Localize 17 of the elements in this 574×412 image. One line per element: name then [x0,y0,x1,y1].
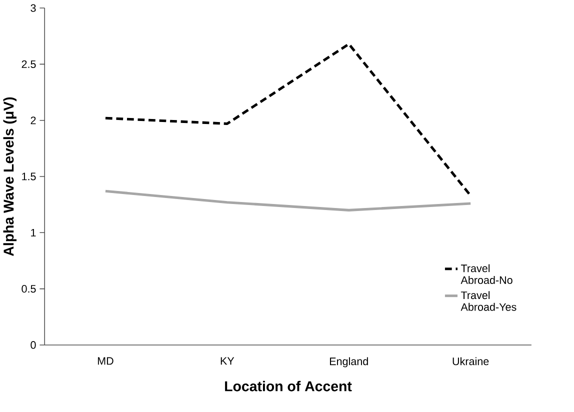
x-tick-label: Ukraine [452,357,489,365]
y-axis-title: Alpha Wave Levels (μV) [3,97,17,256]
y-tick-label: 1.5 [22,172,36,180]
y-tick-label: 0 [30,340,36,349]
x-tick-label: England [330,357,368,368]
x-axis-title: Location of Accent [225,380,352,392]
x-tick-label: MD [98,357,114,364]
legend-label: Travel Abroad-Yes [460,290,516,311]
y-tick-label: 2 [30,116,36,124]
legend-label: Travel Abroad-No [460,264,512,284]
y-tick-label: 2.5 [22,60,36,68]
y-tick-label: 1 [31,228,36,236]
line-series [104,42,472,197]
y-tick-label: 3 [30,4,36,12]
line-series [104,190,472,212]
y-tick-label: 0.5 [22,284,36,292]
x-tick-label: KY [220,357,234,364]
